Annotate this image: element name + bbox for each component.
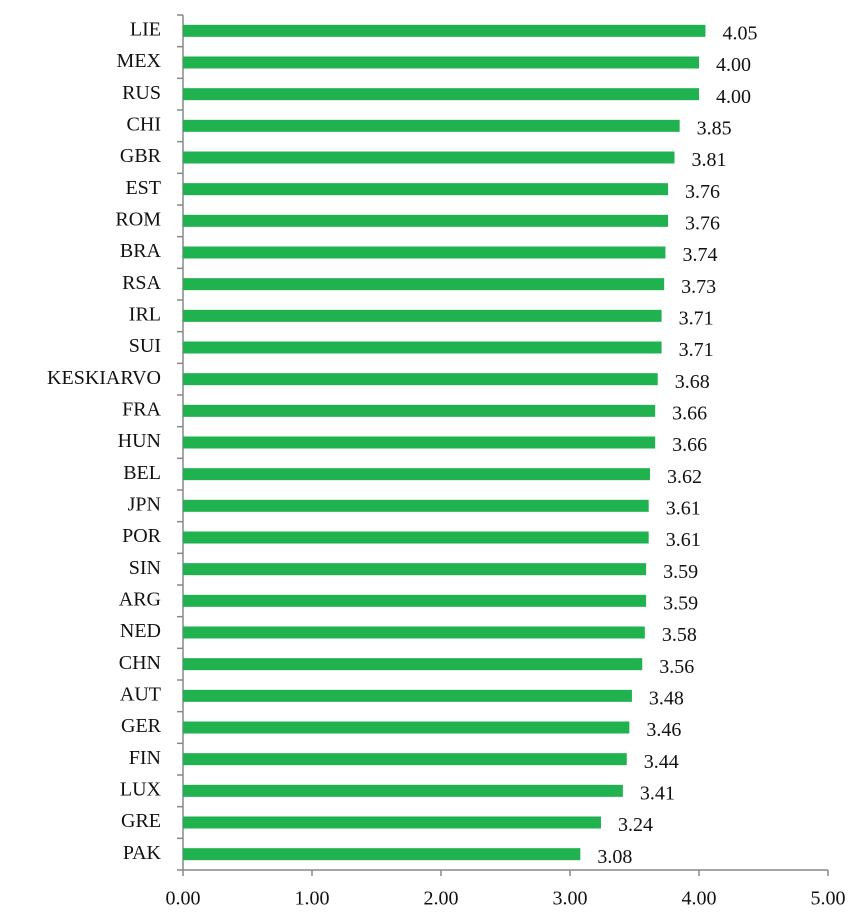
y-tick-label: ROM [115,208,161,230]
bar [183,531,649,544]
x-tick-label: 5.00 [811,888,846,910]
bar [183,151,675,164]
y-tick-label: POR [122,525,162,547]
y-tick-label: IRL [129,303,161,325]
bar [183,721,630,734]
value-label: 3.66 [672,434,707,456]
bar [183,468,650,481]
y-tick-label: LUX [120,778,162,800]
bar [183,784,623,797]
x-tick-label: 0.00 [166,888,201,910]
bar [183,816,601,829]
bar [183,658,643,671]
bar [183,594,647,607]
y-tick-label: ARG [119,588,161,610]
bar [183,56,699,69]
y-tick-label: CHI [127,113,161,135]
bar [183,373,658,386]
y-tick-label: MEX [117,50,162,72]
bar [183,753,627,766]
x-tick-label: 3.00 [553,888,588,910]
bar [183,563,647,576]
bar [183,436,656,449]
y-tick-label: BRA [120,240,162,262]
value-label: 3.59 [663,561,698,583]
bar [183,499,649,512]
value-label: 3.48 [649,687,684,709]
x-tick-label: 2.00 [424,888,459,910]
y-tick-label: KESKIARVO [47,367,161,389]
value-label: 3.76 [685,212,720,234]
value-label: 3.58 [662,624,697,646]
y-tick-label: GBR [120,145,162,167]
y-tick-label: SIN [129,557,161,579]
y-tick-label: CHN [119,652,161,674]
x-tick-label: 4.00 [682,888,717,910]
bar [183,24,706,37]
bar [183,309,662,322]
y-tick-label: GRE [121,810,161,832]
bar [183,626,645,639]
y-tick-label: FRA [122,398,161,420]
bar [183,88,699,101]
bar [183,214,669,227]
bar [183,246,666,259]
bar [183,848,581,861]
y-tick-label: GER [121,715,162,737]
value-label: 3.56 [659,656,694,678]
value-label: 4.00 [716,54,751,76]
y-tick-label: PAK [123,842,162,864]
y-tick-label: HUN [118,430,161,452]
value-label: 3.68 [675,371,710,393]
value-label: 3.61 [666,497,701,519]
value-label: 4.00 [716,86,751,108]
y-tick-label: BEL [123,462,161,484]
y-tick-label: NED [120,620,161,642]
value-label: 3.59 [663,592,698,614]
value-label: 3.81 [691,149,726,171]
value-label: 3.46 [646,719,681,741]
bar [183,689,632,702]
bar [183,278,665,291]
y-tick-label: EST [125,177,161,199]
y-tick-label: AUT [120,683,161,705]
x-tick-label: 1.00 [295,888,330,910]
value-label: 3.44 [644,751,679,773]
value-label: 4.05 [722,22,757,44]
y-tick-label: RSA [122,272,161,294]
bar [183,341,662,354]
value-label: 3.74 [682,244,717,266]
y-tick-label: SUI [129,335,161,357]
value-label: 3.71 [679,339,714,361]
bar [183,183,669,196]
y-tick-label: FIN [129,747,161,769]
bar [183,119,680,132]
value-label: 3.71 [679,307,714,329]
value-label: 3.08 [597,846,632,868]
value-label: 3.24 [618,814,653,836]
value-label: 3.62 [667,466,702,488]
value-label: 3.61 [666,529,701,551]
value-label: 3.73 [681,276,716,298]
value-label: 3.66 [672,402,707,424]
y-tick-label: LIE [130,18,161,40]
y-tick-label: JPN [128,493,161,515]
bar [183,404,656,417]
y-tick-label: RUS [122,82,161,104]
value-label: 3.41 [640,782,675,804]
value-label: 3.76 [685,181,720,203]
value-label: 3.85 [697,117,732,139]
